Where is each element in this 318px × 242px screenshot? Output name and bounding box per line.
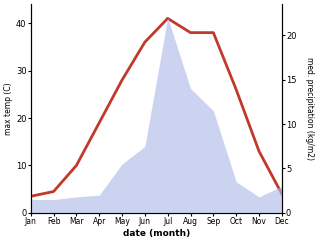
Y-axis label: max temp (C): max temp (C): [4, 82, 13, 135]
X-axis label: date (month): date (month): [123, 229, 190, 238]
Y-axis label: med. precipitation (kg/m2): med. precipitation (kg/m2): [305, 57, 314, 160]
